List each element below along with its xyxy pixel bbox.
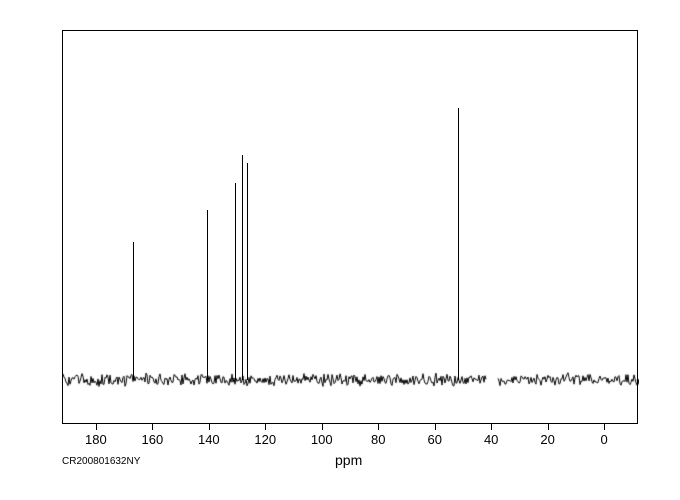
baseline-noise	[63, 29, 639, 423]
tick-label: 100	[311, 432, 333, 447]
peak	[242, 155, 243, 380]
peak	[133, 242, 134, 380]
tick-label: 180	[85, 432, 107, 447]
tick-mark	[435, 424, 436, 430]
tick-mark	[96, 424, 97, 430]
tick-label: 120	[254, 432, 276, 447]
tick-mark	[152, 424, 153, 430]
tick-label: 80	[371, 432, 385, 447]
peak	[207, 210, 208, 379]
tick-label: 160	[141, 432, 163, 447]
tick-label: 40	[484, 432, 498, 447]
tick-mark	[604, 424, 605, 430]
tick-label: 0	[600, 432, 607, 447]
tick-mark	[378, 424, 379, 430]
peak	[458, 108, 459, 380]
tick-label: 20	[540, 432, 554, 447]
nmr-spectrum-container: 180 160 140 120 100 80 60 40 20 0 ppm CR200801632…	[0, 0, 680, 500]
peak	[235, 183, 236, 380]
footer-id: CR200801632NY	[62, 456, 140, 467]
tick-mark	[491, 424, 492, 430]
tick-mark	[548, 424, 549, 430]
tick-mark	[209, 424, 210, 430]
x-axis-label: ppm	[335, 452, 362, 468]
plot-area	[62, 30, 638, 424]
tick-label: 140	[198, 432, 220, 447]
tick-mark	[322, 424, 323, 430]
tick-mark	[265, 424, 266, 430]
peak	[247, 163, 248, 380]
tick-label: 60	[427, 432, 441, 447]
